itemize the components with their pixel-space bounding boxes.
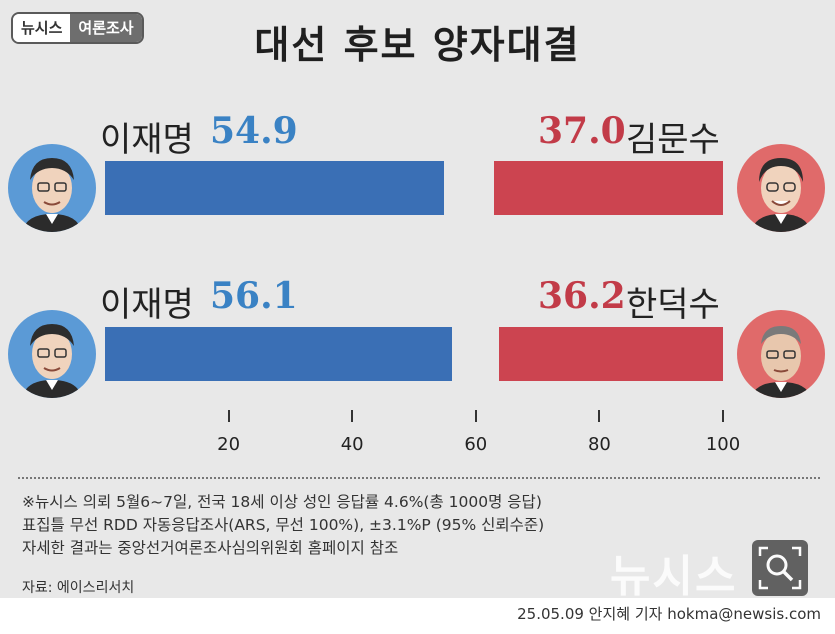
- row1-right-name: 김문수: [626, 120, 720, 160]
- row2-left-bar: [105, 327, 452, 381]
- chart-title: 대선 후보 양자대결: [254, 23, 581, 67]
- x-tick-mark: [598, 410, 601, 422]
- row1-right-value: 37.0: [538, 110, 626, 152]
- row1-left-bar: [105, 161, 445, 215]
- x-tick-mark: [227, 410, 230, 422]
- x-tick-mark: [722, 410, 724, 422]
- newsis-badge: 뉴시스 여론조사: [11, 12, 144, 44]
- x-tick-mark: [474, 410, 477, 422]
- badge-brand: 뉴시스: [13, 14, 71, 42]
- survey-note-3: 자세한 결과는 중앙선거여론조사심의위원회 홈페이지 참조: [22, 539, 399, 557]
- x-tick-label: 40: [340, 434, 364, 455]
- row2-right-bar: [499, 327, 723, 381]
- x-tick-label: 60: [464, 434, 488, 455]
- source-label: 자료: 에이스리서치: [22, 580, 135, 596]
- newsis-watermark: 뉴시스: [610, 551, 738, 602]
- row1-left-value: 54.9: [210, 110, 298, 152]
- person-portrait-icon: [737, 310, 825, 398]
- person-portrait-icon: [8, 144, 96, 232]
- person-portrait-icon: [737, 144, 825, 232]
- chart-panel: 뉴시스 여론조사 대선 후보 양자대결 이재명 54.9 37.0 김문수: [0, 0, 835, 598]
- magnifier-icon[interactable]: [752, 540, 808, 596]
- row1-left-name: 이재명: [100, 120, 194, 160]
- row2-right-name: 한덕수: [626, 285, 720, 325]
- x-tick-label: 100: [705, 434, 741, 455]
- x-tick-mark: [351, 410, 354, 422]
- credit-line: 25.05.09 안지혜 기자 hokma@newsis.com: [517, 605, 821, 623]
- row1-right-bar: [494, 161, 723, 215]
- x-tick-label: 80: [587, 434, 611, 455]
- survey-note-1: ※뉴시스 의뢰 5월6~7일, 전국 18세 이상 성인 응답률 4.6%(총 …: [22, 493, 542, 511]
- badge-section: 여론조사: [70, 14, 142, 42]
- row2-left-name: 이재명: [100, 285, 194, 325]
- divider: [18, 477, 820, 479]
- survey-note-2: 표집틀 무선 RDD 자동응답조사(ARS, 무선 100%), ±3.1%P …: [22, 516, 545, 534]
- row2-right-value: 36.2: [538, 275, 626, 317]
- row2-left-value: 56.1: [210, 275, 298, 317]
- person-portrait-icon: [8, 310, 96, 398]
- x-tick-label: 20: [217, 434, 241, 455]
